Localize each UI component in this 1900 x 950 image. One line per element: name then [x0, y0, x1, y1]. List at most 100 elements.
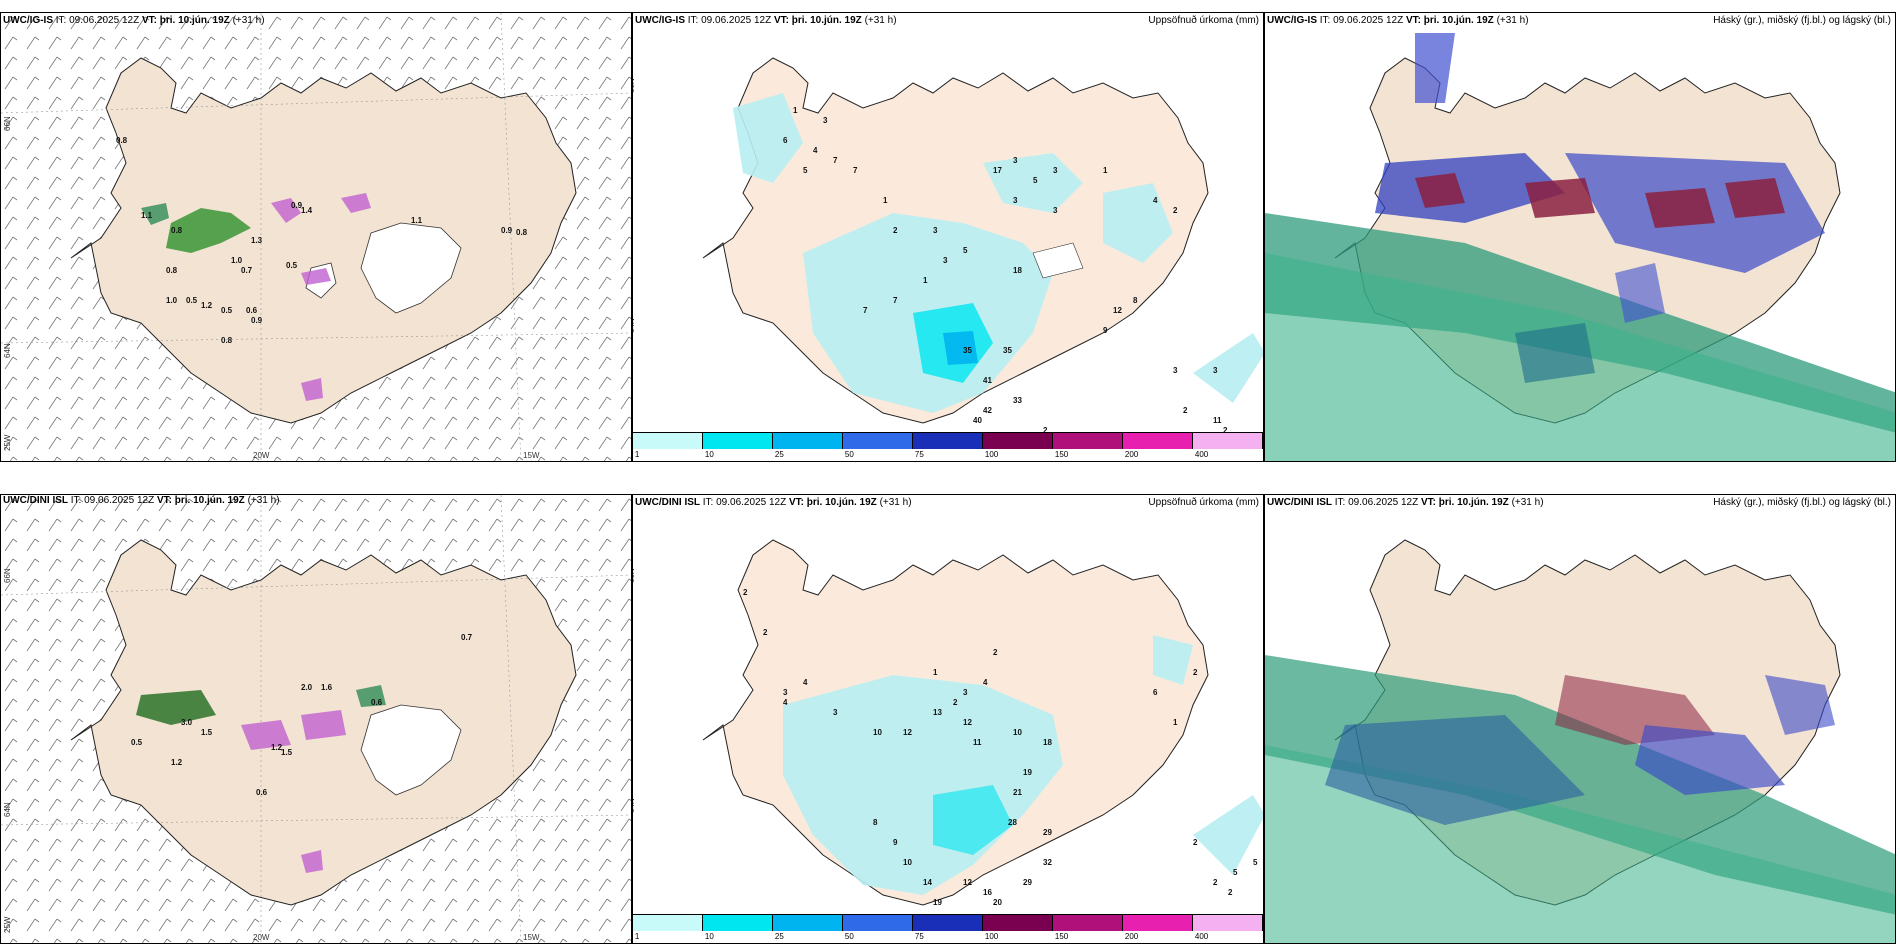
precip-bottom-value-0: 2 — [743, 588, 748, 597]
iceland-wind-map: 0.72.0 1.60.61.53.00.51.20.61.21.5 — [1, 495, 631, 943]
precip-bottom-value-13: 19 — [1023, 768, 1032, 777]
colorbar-top-tick-8: 400 — [1194, 450, 1209, 459]
wind-bottom-value-3: 0.6 — [371, 698, 383, 707]
lat-label-66n: 66N — [632, 78, 636, 93]
precip-bottom-value-15: 28 — [1008, 818, 1017, 827]
wind-top-value-19: 1.0 — [231, 256, 243, 265]
wind-top-value-8: 0.6 — [246, 306, 258, 315]
precip-top-value-12: 5 — [1033, 176, 1038, 185]
wind-bottom-value-8: 0.6 — [256, 788, 268, 797]
lon-label-20w: 20W — [253, 933, 270, 942]
wind-bottom-value-4: 1.5 — [201, 728, 213, 737]
precip-top-value-15: 3 — [1053, 206, 1058, 215]
precip-bottom-value-17: 32 — [1043, 858, 1052, 867]
precip-top-value-32: 9 — [1103, 326, 1108, 335]
wind-top-value-5: 0.5 — [186, 296, 198, 305]
wind-top-value-11: 1.3 — [251, 236, 263, 245]
precip-bottom-value-3: 4 — [783, 698, 788, 707]
wind-top-value-3: 0.8 — [166, 266, 178, 275]
colorbar-top-tick-3: 50 — [844, 450, 854, 459]
precip-top-value-17: 18 — [1013, 266, 1022, 275]
wind-top-value-10: 0.8 — [221, 336, 233, 345]
colorbar-top-swatch-7 — [1123, 433, 1193, 449]
wind-top-value-9: 0.9 — [251, 316, 263, 325]
colorbar-bottom-swatch-4 — [913, 915, 983, 931]
precip-bottom-value-23: 14 — [923, 878, 932, 887]
precip-bottom-value-2: 3 — [783, 688, 788, 697]
wind-top-value-13: 1.4 — [301, 206, 313, 215]
precip-bottom-value-38: 3 — [963, 688, 968, 697]
wind-bottom-value-0: 0.7 — [461, 633, 473, 642]
precip-top-value-3: 4 — [813, 146, 818, 155]
colorbar-bottom-tick-4: 75 — [914, 932, 924, 941]
colorbar-bottom-swatch-1 — [703, 915, 773, 931]
lat-label-64n: 64N — [632, 318, 636, 333]
panel-subtitle: Háský (gr.), miðský (fj.bl.) og lágský (… — [1713, 15, 1891, 26]
colorbar-top-swatch-3 — [843, 433, 913, 449]
precip-bottom-value-22: 19 — [933, 898, 942, 907]
wind-top-value-16: 1.1 — [411, 216, 423, 225]
precip-top-value-21: 33 — [1013, 396, 1022, 405]
wind-bottom-value-9: 1.2 — [271, 743, 283, 752]
precip-top-value-11: 3 — [1013, 156, 1018, 165]
precip-bottom-value-31: 2 — [1228, 888, 1233, 897]
colorbar-bottom-tick-3: 50 — [844, 932, 854, 941]
precip-top-value-38: 1 — [923, 276, 928, 285]
lon-label-15w: 15W — [523, 451, 540, 460]
colorbar-top-swatch-0 — [633, 433, 703, 449]
precip-top-value-9: 5 — [963, 246, 968, 255]
precip-bottom-value-25: 9 — [893, 838, 898, 847]
wind-top-value-12: 0.9 — [291, 201, 303, 210]
precip-top-value-25: 3 — [1173, 366, 1178, 375]
precip-top-value-20: 41 — [983, 376, 992, 385]
panel-bottom-middle-precip: UWC/DINI ISL IT: 09.06.2025 12Z VT: þri.… — [632, 494, 1264, 944]
wind-top-value-18: 0.8 — [516, 228, 528, 237]
colorbar-top-tick-4: 75 — [914, 450, 924, 459]
precip-bottom-value-6: 10 — [873, 728, 882, 737]
colorbar-bottom-tick-2: 25 — [774, 932, 784, 941]
colorbar-bottom-swatch-0 — [633, 915, 703, 931]
colorbar-bottom-swatch-3 — [843, 915, 913, 931]
iceland-wind-map: 0.81.10.80.81.0 0.51.20.5 0.60.90.81.30.91… — [1, 13, 631, 461]
colorbar-top-swatch-2 — [773, 433, 843, 449]
precip-bottom-value-24: 10 — [903, 858, 912, 867]
precip-bottom-value-7: 12 — [903, 728, 912, 737]
precip-top-value-34: 2 — [1173, 206, 1178, 215]
precip-top-value-24: 2 — [1043, 426, 1048, 435]
precip-bottom-value-29: 5 — [1253, 858, 1258, 867]
colorbar-top-tick-1: 10 — [704, 450, 714, 459]
precip-colorbar: 1 10 25 50 75 100 150 200 400 — [633, 432, 1263, 461]
precip-top-value-26: 3 — [1213, 366, 1218, 375]
precip-top-value-7: 2 — [893, 226, 898, 235]
iceland-cloud-map — [1265, 33, 1895, 461]
precip-bottom-value-12: 18 — [1043, 738, 1052, 747]
wind-bottom-value-1: 2.0 — [301, 683, 313, 692]
precip-bottom-value-34: 1 — [1173, 718, 1178, 727]
precip-top-value-14: 3 — [1013, 196, 1018, 205]
precip-top-value-39: 3 — [943, 256, 948, 265]
panel-top-right-clouds: UWC/IG-IS IT: 09.06.2025 12Z VT: þri. 10… — [1264, 12, 1896, 462]
lat-label-64n: 64N — [632, 798, 636, 813]
precip-top-value-10: 17 — [993, 166, 1002, 175]
colorbar-bottom-swatch-5 — [983, 915, 1053, 931]
precip-bottom-value-20: 16 — [983, 888, 992, 897]
wind-top-value-2: 0.8 — [171, 226, 183, 235]
precip-bottom-value-36: 2 — [993, 648, 998, 657]
panel-title: UWC/DINI ISL IT: 09.06.2025 12Z VT: þri.… — [635, 497, 912, 508]
precip-top-value-33: 4 — [1153, 196, 1158, 205]
panel-title: UWC/IG-IS IT: 09.06.2025 12Z VT: þri. 10… — [635, 15, 897, 26]
precip-bottom-value-11: 10 — [1013, 728, 1022, 737]
panel-title: UWC/DINI ISL IT: 09.06.2025 12Z VT: þri.… — [3, 495, 280, 506]
colorbar-top-swatch-1 — [703, 433, 773, 449]
colorbar-bottom-tick-8: 400 — [1194, 932, 1209, 941]
precip-bottom-value-39: 2 — [953, 698, 958, 707]
colorbar-top-tick-0: 1 — [634, 450, 640, 459]
lat-label-66n: 66N — [3, 568, 12, 583]
precip-bottom-value-9: 12 — [963, 718, 972, 727]
lon-label-25w: 25W — [3, 434, 12, 451]
precip-bottom-value-27: 2 — [1193, 838, 1198, 847]
lon-label-15w: 15W — [523, 933, 540, 942]
colorbar-bottom-tick-0: 1 — [634, 932, 640, 941]
